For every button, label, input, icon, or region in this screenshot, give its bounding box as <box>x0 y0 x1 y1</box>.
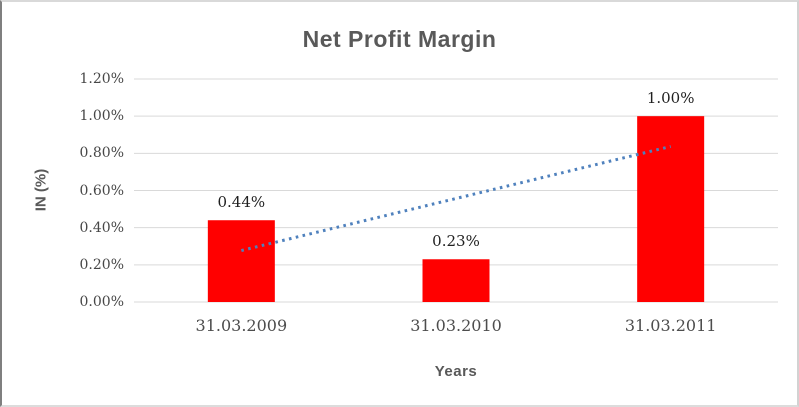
bar-series <box>207 116 705 303</box>
y-tick-label: 0.60% <box>79 182 124 199</box>
x-axis-title: Years <box>434 363 478 380</box>
bar <box>422 259 490 302</box>
bar <box>637 116 705 303</box>
category-label: 31.03.2009 <box>195 316 288 335</box>
data-label: 0.44% <box>217 193 266 212</box>
chart-title: Net Profit Margin <box>302 26 497 52</box>
y-tick-label: 1.00% <box>79 108 124 125</box>
data-label: 1.00% <box>646 89 695 108</box>
data-label: 0.23% <box>432 232 480 251</box>
y-tick-label: 0.80% <box>79 145 124 162</box>
y-tick-label: 1.20% <box>79 71 124 87</box>
category-label: 31.03.2011 <box>624 316 717 335</box>
bar <box>207 220 275 302</box>
y-tick-label: 0.20% <box>79 256 124 273</box>
y-tick-label: 0.00% <box>79 294 124 310</box>
category-label: 31.03.2010 <box>410 316 502 335</box>
y-tick-label: 0.40% <box>79 219 124 236</box>
